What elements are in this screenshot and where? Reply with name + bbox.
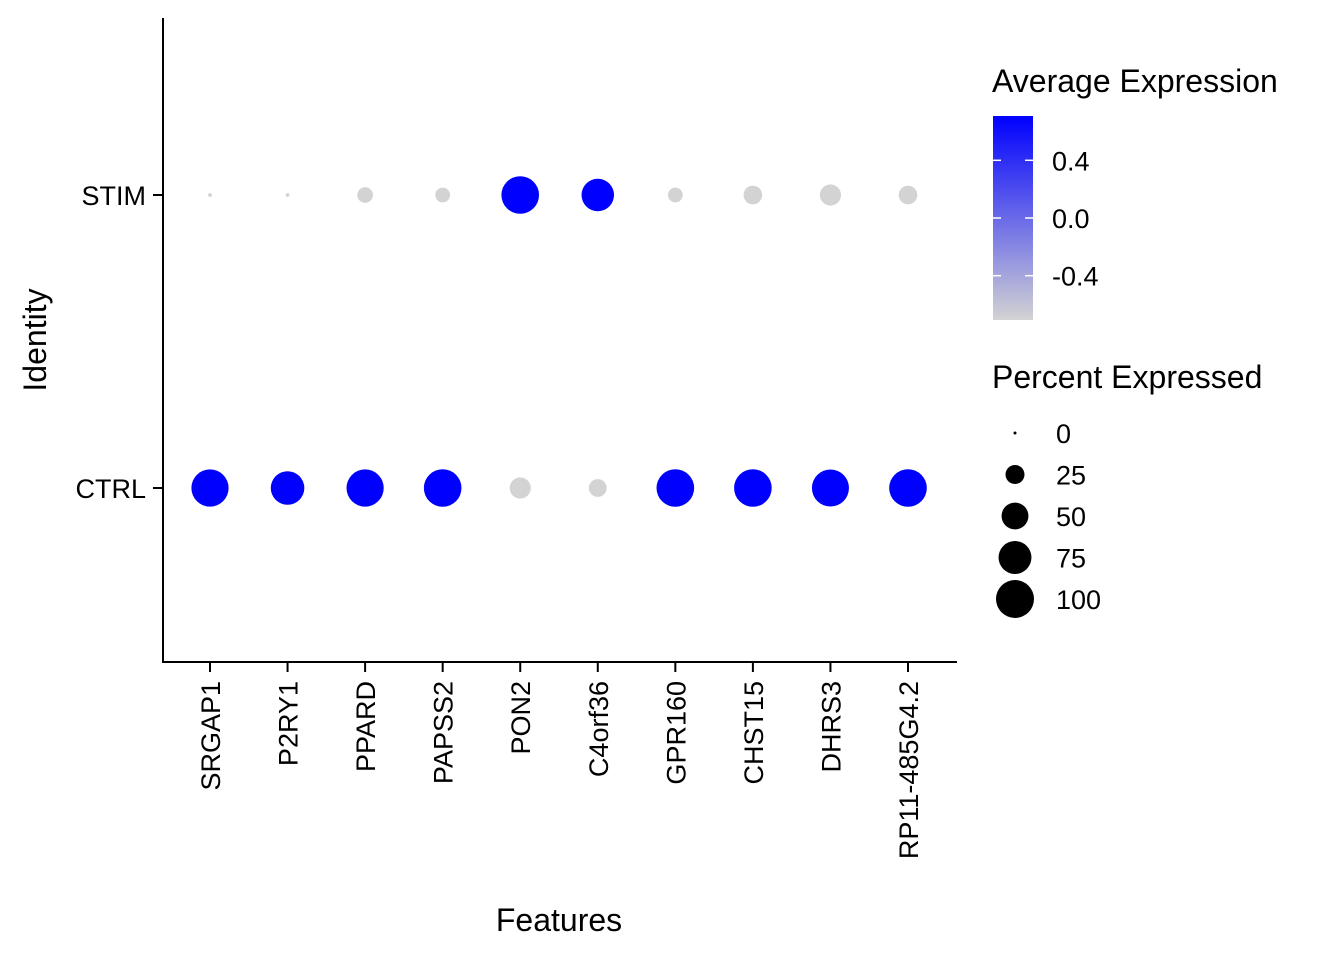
y-tick-label: CTRL <box>75 474 146 504</box>
size-legend-title: Percent Expressed <box>992 359 1262 395</box>
size-key-dot <box>1001 502 1029 530</box>
color-legend-ticks: 0.4 0.0 -0.4 <box>993 146 1099 292</box>
x-axis-ticks: SRGAP1 P2RY1 PPARD PAPSS2 PON2 C4orf36 GPR160 C… <box>196 662 924 859</box>
y-axis-ticks: STIM CTRL <box>75 181 163 504</box>
dot-stim-c4orf36 <box>581 178 615 212</box>
dot-ctrl-c4orf36 <box>588 479 607 497</box>
dot-stim-dhrs3 <box>819 184 842 206</box>
dot-ctrl-chst15 <box>734 469 772 507</box>
size-key-label: 50 <box>1056 502 1086 532</box>
size-key-label: 100 <box>1056 585 1101 615</box>
dot-ctrl-p2ry1 <box>270 471 305 505</box>
dot-ctrl-dhrs3 <box>811 469 849 507</box>
color-tick-label: 0.0 <box>1052 204 1090 234</box>
size-legend: Percent Expressed 0 25 50 75 100 <box>992 359 1262 618</box>
dot-ctrl-gpr160 <box>656 469 695 507</box>
size-key-label: 0 <box>1056 419 1071 449</box>
x-tick-label: DHRS3 <box>816 681 846 773</box>
dot-ctrl-srgap1 <box>191 469 229 507</box>
x-axis-title: Features <box>496 902 622 938</box>
x-tick-label: PAPSS2 <box>429 681 459 784</box>
size-legend-keys: 0 25 50 75 100 <box>996 419 1101 618</box>
color-legend-title: Average Expression <box>992 63 1278 99</box>
size-key-label: 25 <box>1056 461 1086 491</box>
dot-ctrl-rp11-485g4.2 <box>889 469 927 507</box>
x-tick-label: P2RY1 <box>274 681 304 766</box>
dot-stim-papss2 <box>435 187 451 203</box>
x-tick-label: C4orf36 <box>584 681 614 777</box>
x-tick-label: RP11-485G4.2 <box>894 681 924 859</box>
dot-ctrl-pon2 <box>509 477 531 499</box>
size-key-dot <box>1005 465 1025 484</box>
dot-stim-rp11-485g4.2 <box>898 185 918 205</box>
dot-stim-chst15 <box>743 185 763 205</box>
dot-ctrl-papss2 <box>423 469 462 507</box>
dot-stim-srgap1 <box>208 193 212 197</box>
size-key-label: 75 <box>1056 544 1086 574</box>
size-key-dot <box>998 541 1032 574</box>
x-tick-label: PPARD <box>351 681 381 772</box>
dot-stim-pon2 <box>501 176 540 214</box>
dot-ctrl-ppard <box>346 469 384 507</box>
color-tick-label: 0.4 <box>1052 146 1090 176</box>
x-tick-label: GPR160 <box>661 681 691 785</box>
dot-stim-ppard <box>357 187 373 203</box>
color-tick-label: -0.4 <box>1052 262 1099 292</box>
size-key-dot <box>1013 431 1017 435</box>
y-tick-label: STIM <box>82 181 147 211</box>
x-tick-label: SRGAP1 <box>196 681 226 791</box>
dot-marks <box>191 176 927 507</box>
size-key-dot <box>996 580 1034 618</box>
x-tick-label: PON2 <box>506 681 536 755</box>
y-axis-title: Identity <box>17 288 53 391</box>
dot-stim-p2ry1 <box>285 193 290 197</box>
color-legend: Average Expression 0.4 0.0 -0.4 <box>992 63 1278 320</box>
x-tick-label: CHST15 <box>739 681 769 785</box>
dot-stim-gpr160 <box>667 187 683 203</box>
